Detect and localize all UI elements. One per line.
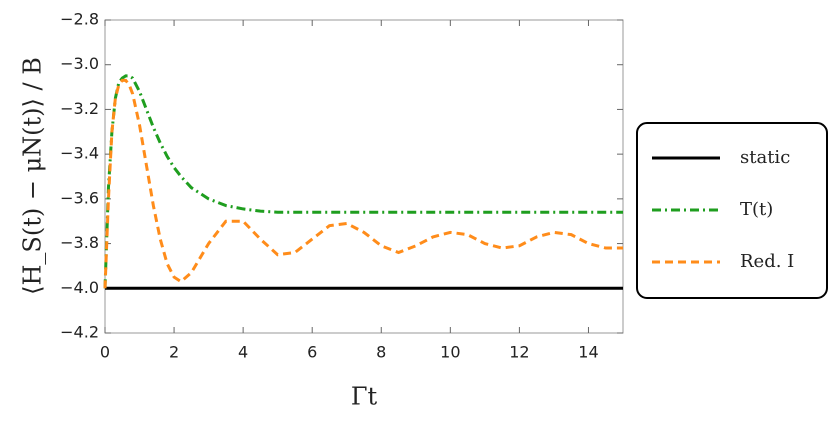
x-tick-label: 4 <box>238 343 248 362</box>
legend-box <box>636 122 828 299</box>
x-tick-label: 2 <box>169 343 179 362</box>
x-tick-label: 14 <box>578 343 598 362</box>
y-tick-label: −3.4 <box>60 144 99 163</box>
x-tick-label: 10 <box>440 343 460 362</box>
x-tick-label: 0 <box>100 343 110 362</box>
x-tick-label: 6 <box>307 343 317 362</box>
series-line <box>103 78 623 289</box>
legend-label: Red. I <box>740 251 794 272</box>
y-tick-label: −3.0 <box>60 54 99 73</box>
y-tick-label: −4.0 <box>60 278 99 297</box>
x-tick-label: 12 <box>509 343 529 362</box>
x-tick-label: 8 <box>376 343 386 362</box>
x-axis-label: Γt <box>351 383 378 411</box>
legend-label: static <box>740 147 790 168</box>
y-axis-label: ⟨H_S(t) − μN(t)⟩ / B <box>19 57 47 295</box>
legend-label: T(t) <box>740 199 773 220</box>
y-tick-label: −3.8 <box>60 233 99 252</box>
plot-frame <box>104 19 624 334</box>
y-tick-label: −2.8 <box>60 10 99 29</box>
series-line <box>103 74 623 289</box>
y-tick-label: −3.2 <box>60 99 99 118</box>
y-tick-label: −4.2 <box>60 323 99 342</box>
y-tick-label: −3.6 <box>60 188 99 207</box>
